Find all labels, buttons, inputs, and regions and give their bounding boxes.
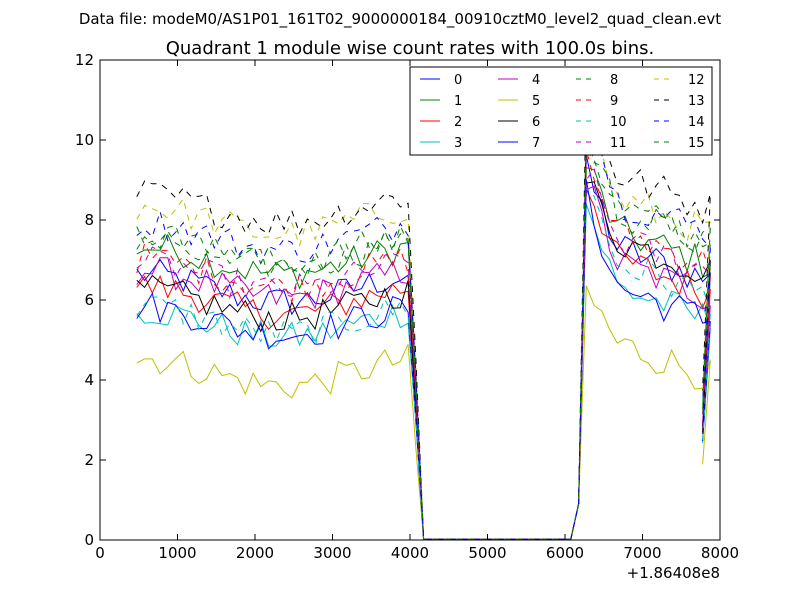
x-tick-labels: 0 1000 2000 3000 4000 5000 6000 7000 8000	[95, 544, 739, 562]
y-tick-label: 0	[84, 531, 94, 549]
y-tick-label: 12	[75, 51, 94, 69]
x-offset-label: +1.86408e8	[627, 564, 720, 582]
x-tick-label: 8000	[701, 544, 739, 562]
x-tick-label: 4000	[391, 544, 429, 562]
series-line-4	[136, 185, 711, 540]
legend-label-13: 13	[688, 94, 705, 109]
series-line-0	[136, 154, 711, 540]
x-tick-label: 0	[95, 544, 105, 562]
series-line-7	[136, 179, 711, 540]
series-group	[136, 84, 711, 540]
legend-label-4: 4	[532, 73, 540, 88]
series-line-11	[136, 167, 711, 540]
y-tick-label: 4	[84, 371, 94, 389]
series-line-15	[136, 126, 711, 540]
series-line-13	[136, 84, 711, 540]
series-line-8	[136, 148, 711, 540]
x-tick-label: 6000	[546, 544, 584, 562]
series-line-10	[136, 186, 711, 540]
series-line-5	[136, 285, 711, 540]
series-line-2	[136, 188, 711, 540]
series-line-14	[136, 125, 711, 540]
x-tick-label: 3000	[313, 544, 351, 562]
legend-label-14: 14	[688, 115, 705, 130]
y-tick-label: 10	[75, 131, 94, 149]
plot-frame	[99, 59, 721, 541]
y-tick-label: 6	[84, 291, 94, 309]
legend-label-10: 10	[610, 115, 627, 130]
chart-title: Quadrant 1 module wise count rates with …	[166, 38, 655, 59]
chart-suptitle: Data file: modeM0/AS1P01_161T02_90000001…	[79, 10, 721, 29]
legend-label-2: 2	[454, 115, 462, 130]
x-tick-label: 7000	[623, 544, 661, 562]
x-tick-label: 1000	[158, 544, 196, 562]
legend-label-12: 12	[688, 73, 705, 88]
legend-label-9: 9	[610, 94, 618, 109]
x-tick-label: 5000	[468, 544, 506, 562]
legend-label-5: 5	[532, 94, 540, 109]
legend-label-15: 15	[688, 136, 705, 151]
y-tick-label: 2	[84, 451, 94, 469]
series-line-9	[136, 149, 711, 540]
x-tick-label: 2000	[236, 544, 274, 562]
legend-label-7: 7	[532, 136, 540, 151]
legend-label-1: 1	[454, 94, 462, 109]
y-tick-label: 8	[84, 211, 94, 229]
legend-label-3: 3	[454, 136, 462, 151]
y-tick-labels: 0 2 4 6 8 10 12	[75, 51, 94, 549]
legend-label-0: 0	[454, 73, 462, 88]
legend-label-8: 8	[610, 73, 618, 88]
legend-label-6: 6	[532, 115, 540, 130]
legend-label-11: 11	[610, 136, 627, 151]
series-line-3	[136, 204, 711, 540]
legend-box	[409, 66, 713, 156]
